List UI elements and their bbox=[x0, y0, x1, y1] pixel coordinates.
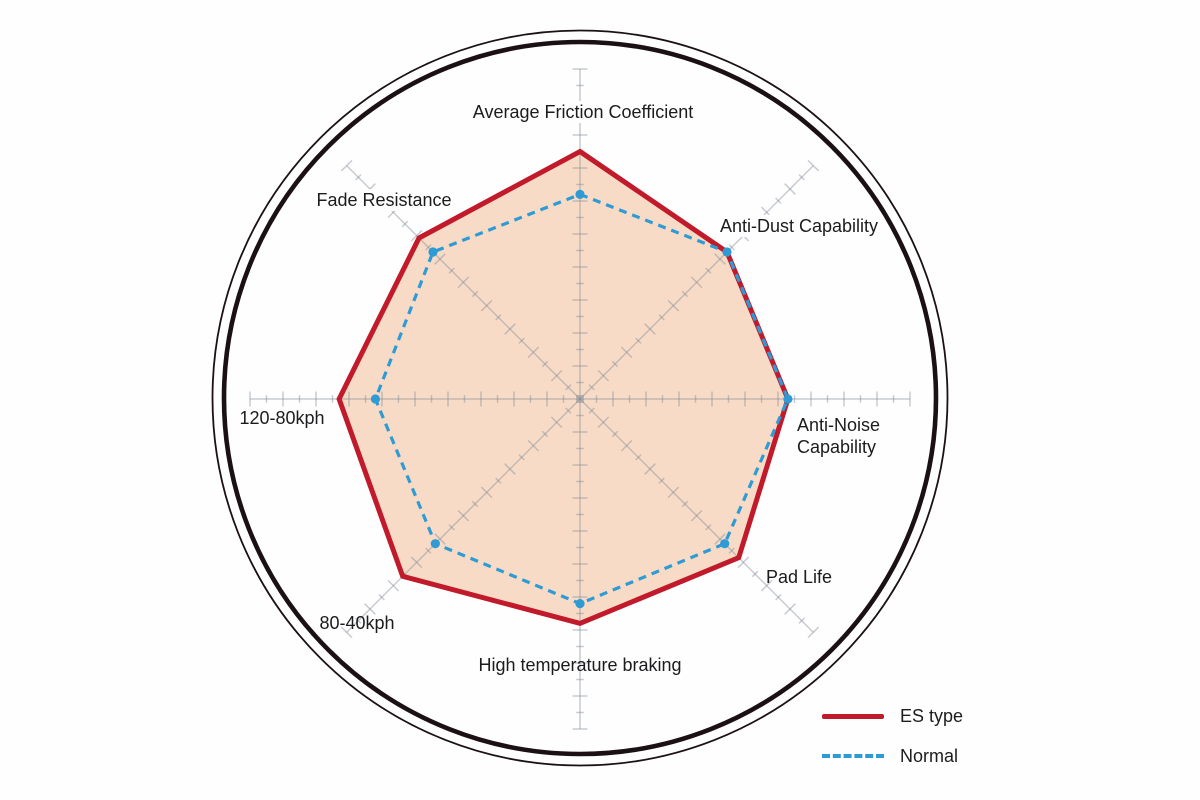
series-normal bbox=[370, 189, 793, 609]
axis-label-fade-resistance: Fade Resistance bbox=[313, 189, 455, 211]
axis-label-120-80kph: 120-80kph bbox=[239, 408, 325, 428]
legend: ES type Normal bbox=[822, 700, 963, 780]
axis-label-80-40kph: 80-40kph bbox=[319, 613, 395, 633]
legend-item-normal: Normal bbox=[822, 740, 963, 772]
es-type-line-swatch bbox=[822, 713, 884, 719]
legend-label-normal: Normal bbox=[900, 745, 959, 766]
es-fill-area bbox=[339, 151, 788, 624]
axis-label-anti-dust: Anti-Dust Capability bbox=[716, 215, 882, 237]
axis-label-pad-life: Pad Life bbox=[766, 567, 833, 587]
normal-line-swatch bbox=[822, 754, 884, 758]
outer-rings bbox=[211, 29, 949, 767]
axis-label-high-temp: High temperature braking bbox=[478, 655, 682, 675]
legend-item-es-type: ES type bbox=[822, 700, 963, 732]
axis-label-average-friction: Average Friction Coefficient bbox=[469, 101, 697, 123]
legend-label-es-type: ES type bbox=[900, 705, 964, 726]
axis-label-anti-noise: Anti-Noise Capability bbox=[797, 414, 907, 458]
